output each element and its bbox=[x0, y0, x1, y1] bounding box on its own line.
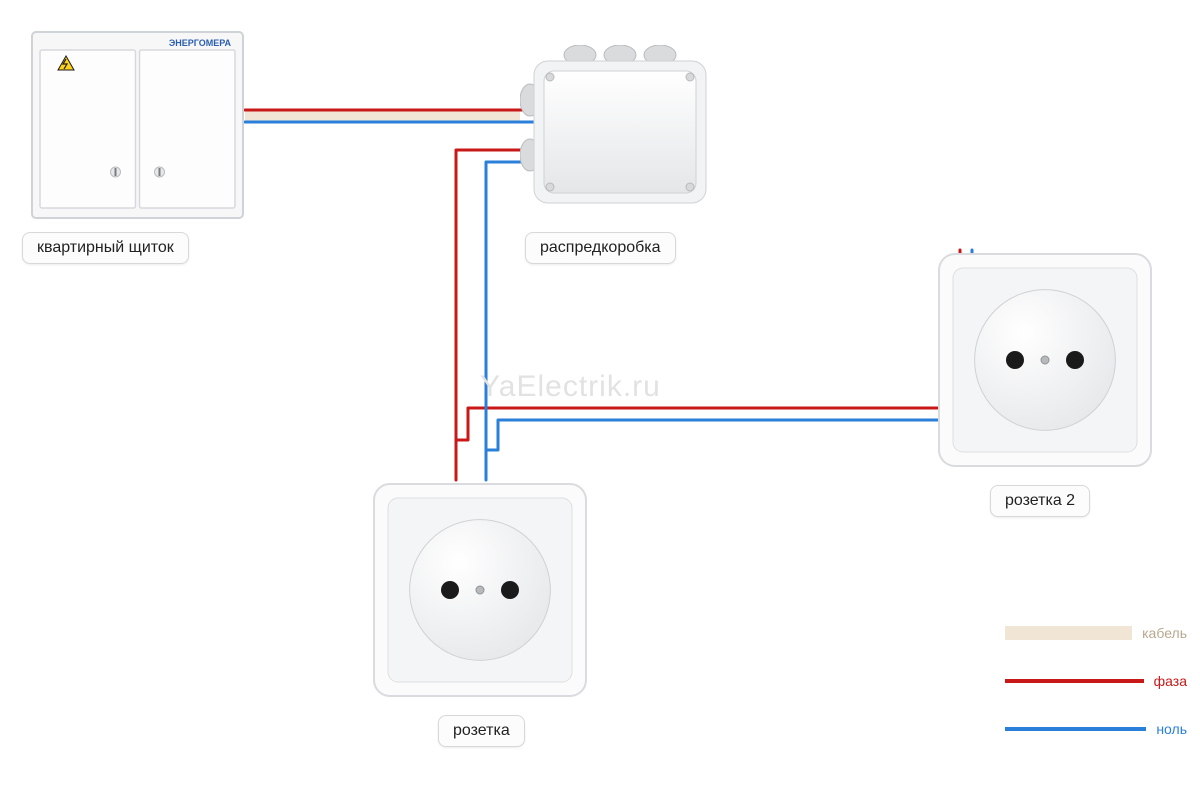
legend-swatch bbox=[1005, 626, 1132, 640]
legend: кабель фаза ноль bbox=[1005, 620, 1195, 764]
socket-1-label: розетка bbox=[438, 715, 525, 747]
svg-text:ЭНЕРГОМЕРА: ЭНЕРГОМЕРА bbox=[169, 38, 232, 48]
socket-2-label: розетка 2 bbox=[990, 485, 1090, 517]
legend-label: кабель bbox=[1142, 625, 1187, 641]
legend-label: ноль bbox=[1156, 721, 1187, 737]
legend-row: фаза bbox=[1005, 668, 1195, 694]
socket-2 bbox=[935, 250, 1155, 470]
socket-1 bbox=[370, 480, 590, 700]
legend-swatch bbox=[1005, 727, 1146, 731]
diagram-stage: ЭНЕРГОМЕРА квартирный щиток распредкороб… bbox=[0, 0, 1200, 800]
legend-row: кабель bbox=[1005, 620, 1195, 646]
electrical-panel: ЭНЕРГОМЕРА bbox=[30, 30, 245, 220]
watermark: YaElectrik.ru bbox=[480, 370, 661, 404]
legend-label: фаза bbox=[1154, 673, 1187, 689]
legend-swatch bbox=[1005, 679, 1144, 683]
junction-box bbox=[520, 45, 720, 215]
panel-label: квартирный щиток bbox=[22, 232, 189, 264]
junction-box-label: распредкоробка bbox=[525, 232, 676, 264]
legend-row: ноль bbox=[1005, 716, 1195, 742]
